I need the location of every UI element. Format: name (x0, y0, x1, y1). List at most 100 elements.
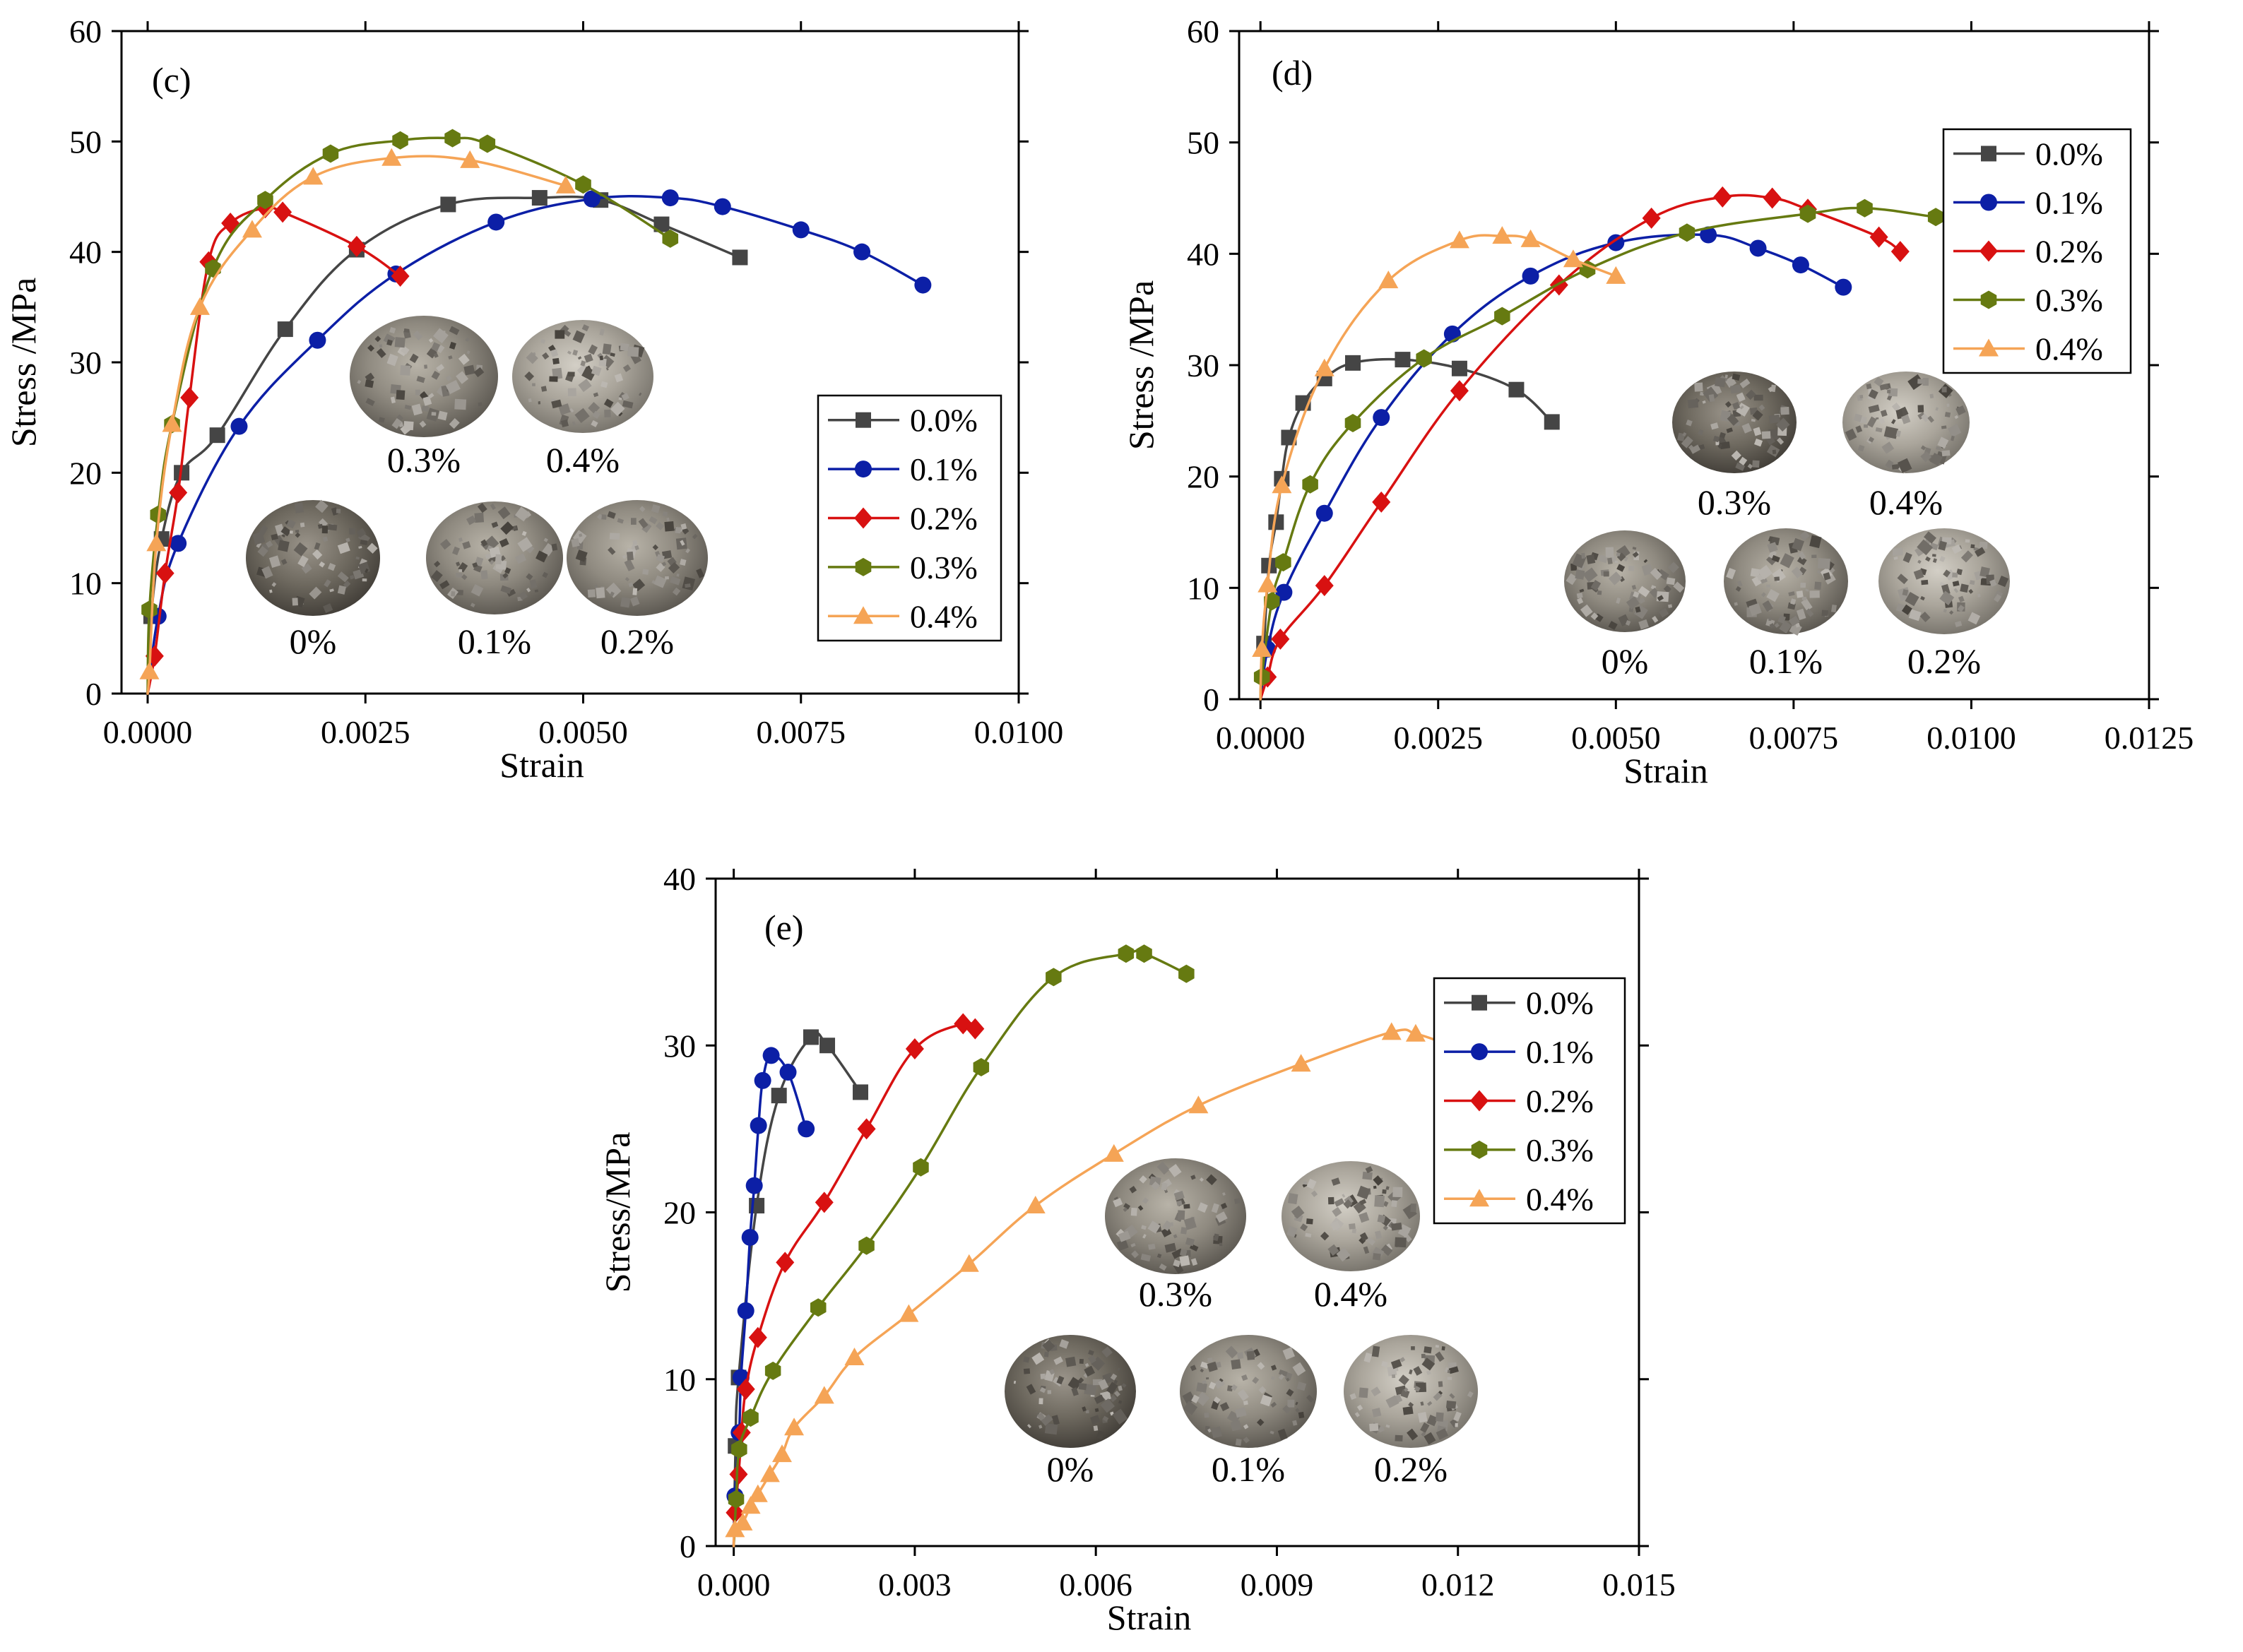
legend: 0.0% 0.1% 0.2% 0.3% 0.4% (817, 394, 1002, 642)
data-point (155, 562, 174, 584)
data-point (1264, 592, 1280, 611)
legend-label: 0.4% (2035, 331, 2103, 367)
series-0.0% (1256, 352, 1560, 701)
aggregate-photo (246, 499, 380, 616)
y-tick-label: 10 (663, 1362, 696, 1398)
aggregate-photo (426, 501, 563, 614)
chart-panel-2: 0.000 0.003 0.006 0.009 0.012 0.015 0 10 20 30 40 S… (598, 861, 1676, 1637)
data-point (771, 1444, 792, 1463)
x-tick-label: 0.015 (1602, 1567, 1676, 1603)
data-point (1373, 409, 1390, 427)
data-point (180, 387, 199, 409)
series-line (1259, 206, 1973, 701)
data-point (1416, 349, 1432, 368)
x-axis-title: Strain (499, 745, 584, 785)
data-point (819, 1038, 836, 1054)
data-point (1799, 204, 1816, 223)
data-point (844, 1348, 865, 1366)
data-point (1522, 267, 1539, 285)
data-point (798, 1120, 815, 1138)
data-point (1450, 380, 1469, 402)
y-tick-label: 60 (1187, 13, 1219, 49)
legend-label: 0.3% (910, 549, 978, 586)
legend-marker (1979, 240, 1998, 262)
data-point (1275, 553, 1291, 572)
data-point (277, 321, 293, 338)
aggregate-photo (1180, 1335, 1317, 1448)
data-point (1792, 256, 1809, 274)
data-point (1291, 1054, 1311, 1072)
x-tick-label: 0.0000 (1216, 720, 1306, 756)
panel-label: (c) (152, 60, 191, 100)
x-tick-label: 0.0075 (1749, 720, 1839, 756)
x-tick-label: 0.0025 (1394, 720, 1484, 756)
y-tick-label: 20 (69, 455, 102, 491)
data-point (747, 1484, 768, 1502)
legend-label: 0.1% (910, 451, 978, 487)
data-point (1046, 968, 1062, 987)
data-point (745, 1177, 763, 1194)
y-tick-label: 30 (663, 1028, 696, 1064)
data-point (322, 144, 339, 163)
data-point (273, 201, 292, 223)
aggregate-photo (350, 316, 498, 437)
legend-label: 0.2% (2035, 234, 2103, 270)
x-tick-label: 0.009 (1241, 1567, 1314, 1603)
photo-label: 0% (1047, 1449, 1094, 1489)
x-tick-label: 0.0100 (974, 714, 1064, 750)
data-point (740, 1496, 761, 1514)
x-axis-title: Strain (1623, 751, 1708, 790)
aggregate-photo (1564, 530, 1686, 632)
data-point (737, 1302, 754, 1319)
data-point (762, 1047, 780, 1064)
data-point (1700, 226, 1717, 244)
data-point (583, 190, 600, 208)
data-point (1281, 429, 1297, 446)
data-point (1025, 1196, 1046, 1214)
photo-label: 0.3% (1698, 482, 1771, 522)
aggregate-photo (1724, 528, 1848, 636)
y-tick-label: 40 (69, 234, 102, 271)
data-point (221, 213, 240, 234)
legend-marker (856, 412, 871, 428)
chart-panel-0: 0.0000 0.0025 0.0050 0.0075 0.0100 0 10 20 30 40 5… (4, 13, 1063, 785)
y-tick-label: 10 (69, 566, 102, 602)
data-point (728, 1490, 745, 1509)
data-point (1606, 266, 1626, 284)
data-point (257, 191, 273, 210)
legend-marker (1471, 1043, 1488, 1061)
photo-label: 0.1% (458, 622, 531, 661)
y-axis-title: Stress /MPa (1121, 280, 1161, 450)
data-point (392, 131, 408, 150)
photo-label: 0.4% (546, 440, 620, 480)
data-point (1508, 381, 1525, 398)
y-tick-label: 60 (69, 13, 102, 49)
data-point (1345, 355, 1361, 371)
photo-label: 0% (1602, 641, 1649, 681)
data-point (853, 243, 871, 261)
data-point (776, 1252, 795, 1273)
legend-label: 0.4% (1526, 1181, 1594, 1217)
y-tick-label: 50 (69, 124, 102, 160)
y-tick-label: 20 (1187, 459, 1219, 495)
y-tick-label: 0 (680, 1528, 696, 1564)
x-tick-label: 0.0025 (321, 714, 410, 750)
data-point (771, 1088, 787, 1104)
x-tick-label: 0.000 (697, 1567, 771, 1603)
data-point (1136, 944, 1152, 963)
data-point (1395, 352, 1411, 368)
legend: 0.0% 0.1% 0.2% 0.3% 0.4% (1433, 977, 1626, 1225)
series-0.2% (1258, 186, 1910, 701)
data-point (729, 1463, 748, 1485)
data-point (189, 297, 210, 315)
data-point (1188, 1095, 1209, 1114)
data-point (736, 1378, 755, 1400)
legend-label: 0.0% (2035, 136, 2103, 172)
aggregate-photo (1105, 1158, 1246, 1274)
aggregate-photo (1005, 1335, 1136, 1448)
data-point (1563, 249, 1583, 268)
legend-label: 0.0% (910, 403, 978, 439)
series-0.4% (725, 1022, 1456, 1547)
data-point (303, 167, 324, 185)
y-axis-title: Stress/MPa (598, 1132, 637, 1293)
